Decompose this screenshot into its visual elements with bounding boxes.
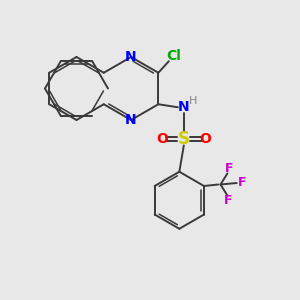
Text: F: F xyxy=(238,176,246,190)
Text: Cl: Cl xyxy=(166,49,181,63)
Text: S: S xyxy=(178,130,190,148)
Text: N: N xyxy=(125,113,137,127)
Text: N: N xyxy=(125,50,137,64)
Text: F: F xyxy=(225,162,233,176)
Text: H: H xyxy=(189,96,198,106)
Text: O: O xyxy=(156,132,168,146)
Text: F: F xyxy=(224,194,232,207)
Text: O: O xyxy=(200,132,211,146)
Text: N: N xyxy=(178,100,190,114)
